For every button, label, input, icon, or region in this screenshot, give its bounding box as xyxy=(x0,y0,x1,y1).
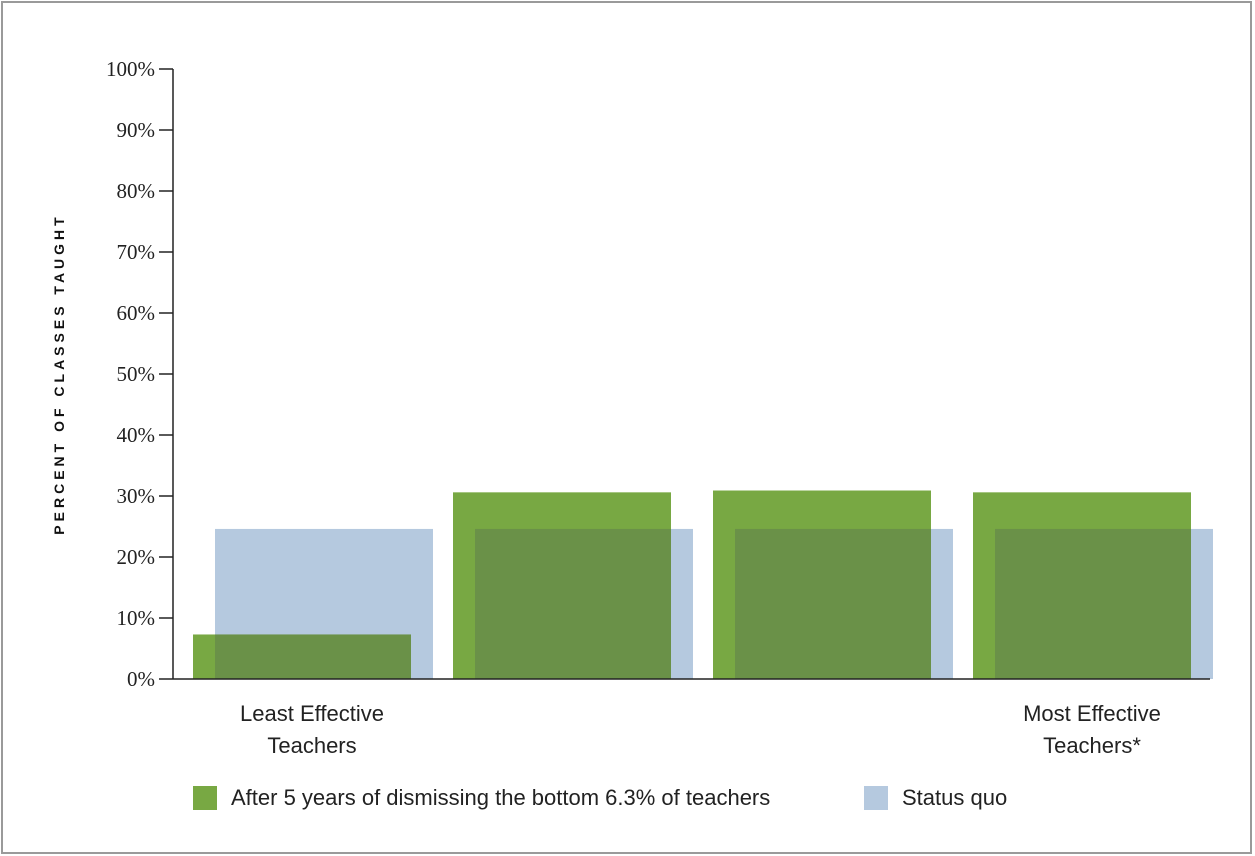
legend-label-status-quo: Status quo xyxy=(902,785,1008,810)
x-tick-label-3: Most Effective Teachers* xyxy=(1023,701,1161,758)
legend-swatch-green xyxy=(193,786,217,810)
axes-layer xyxy=(159,68,1210,680)
y-tick-label-3: 30% xyxy=(117,484,156,508)
labels-layer: Least Effective Teachers Most Effective Tea… xyxy=(51,57,1161,758)
y-tick-label-2: 20% xyxy=(117,545,156,569)
x-tick-label-0: Least Effective Teachers xyxy=(240,701,384,758)
legend-label-after-5-years: After 5 years of dismissing the bottom 6… xyxy=(231,785,771,810)
y-axis-title: PERCENT OF CLASSES TAUGHT xyxy=(51,213,67,534)
y-tick-label-7: 70% xyxy=(117,240,156,264)
y-tick-label-0: 0% xyxy=(127,667,155,691)
y-tick-label-1: 10% xyxy=(117,606,156,630)
y-tick-label-10: 100% xyxy=(106,57,155,81)
legend-swatch-blue xyxy=(864,786,888,810)
legend-item-status-quo: Status quo xyxy=(864,785,1007,811)
y-tick-label-9: 90% xyxy=(117,118,156,142)
bar-overlap-0 xyxy=(215,634,411,679)
y-tick-label-5: 50% xyxy=(117,362,156,386)
legend-item-after-5-years: After 5 years of dismissing the bottom 6… xyxy=(193,785,770,811)
y-tick-label-8: 80% xyxy=(117,179,156,203)
y-tick-label-4: 40% xyxy=(117,423,156,447)
bar-overlap-3 xyxy=(995,528,1191,679)
bar-overlap-1 xyxy=(475,528,671,679)
y-tick-label-6: 60% xyxy=(117,301,156,325)
bar-overlap-2 xyxy=(735,528,931,679)
bars-layer xyxy=(193,490,1213,679)
